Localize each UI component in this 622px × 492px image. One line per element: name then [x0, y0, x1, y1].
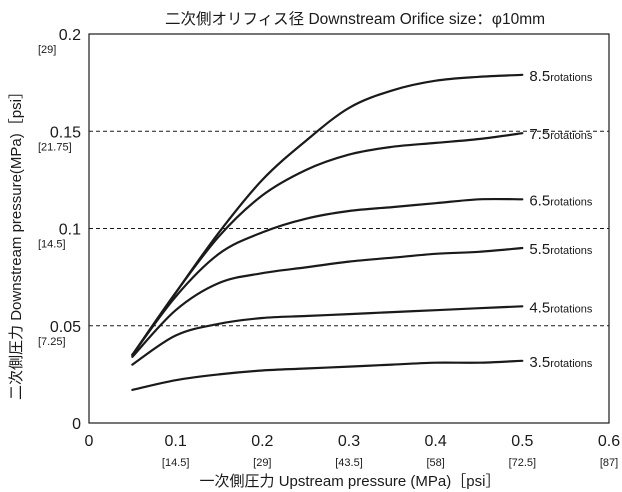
gridlines: [89, 130, 609, 327]
x-tick-label: 0: [85, 433, 94, 450]
series-line-7-5: [131, 132, 524, 357]
y-tick-psi-label: [21.75]: [38, 141, 72, 153]
series-line-6-5: [131, 197, 524, 357]
plot-frame: [88, 33, 610, 424]
x-tick-psi-label: [14.5]: [162, 457, 190, 469]
series-line-5-5: [131, 246, 524, 358]
x-axis-label: 一次側圧力 Upstream pressure (MPa)［psi］: [200, 473, 501, 490]
y-tick-psi-label: [29]: [38, 44, 56, 56]
x-tick-psi-label: [58]: [426, 457, 444, 469]
x-tick-label: 0.5: [511, 433, 533, 450]
x-tick-psi-label: [72.5]: [509, 457, 537, 469]
series-line-3-5: [131, 359, 524, 392]
y-tick-label: 0.15: [50, 124, 81, 141]
y-tick-label: 0.2: [59, 27, 81, 44]
y-tick-psi-label: [7.25]: [38, 336, 66, 348]
y-tick-label: 0: [72, 416, 81, 433]
y-tick-label: 0.1: [59, 222, 81, 239]
series-line-4-5: [131, 305, 524, 366]
x-tick-label: 0.6: [598, 433, 620, 450]
series-label-6-5: 6.5rotations: [529, 192, 593, 209]
series-label-5-5: 5.5rotations: [529, 241, 593, 258]
chart-title: 二次側オリフィス径 Downstream Orifice size：φ10mm: [165, 10, 545, 28]
x-tick-label: 0.2: [251, 433, 273, 450]
series-label-8-5: 8.5rotations: [529, 68, 593, 85]
x-tick-psi-label: [29]: [253, 457, 271, 469]
x-tick-label: 0.3: [338, 433, 360, 450]
series-label-3-5: 3.5rotations: [529, 354, 593, 371]
x-tick-psi-label: [43.5]: [335, 457, 363, 469]
series-label-4-5: 4.5rotations: [529, 299, 593, 316]
y-tick-label: 0.05: [50, 319, 81, 336]
x-tick-psi-label: [87]: [600, 457, 618, 469]
tick-labels: 0 0.1[14.5]0.2[29]0.3[43.5]0.4[58]0.5[72.…: [38, 27, 620, 469]
x-tick-label: 0.1: [165, 433, 187, 450]
series-group: 8.5rotations 7.5rotations 6.5rotations 5.5r…: [131, 68, 593, 392]
y-axis-label: 二次側圧力 Downstream pressure(MPa)［psi］: [8, 84, 25, 400]
x-tick-label: 0.4: [425, 433, 447, 450]
series-label-7-5: 7.5rotations: [529, 126, 593, 143]
y-tick-psi-label: [14.5]: [38, 239, 66, 251]
